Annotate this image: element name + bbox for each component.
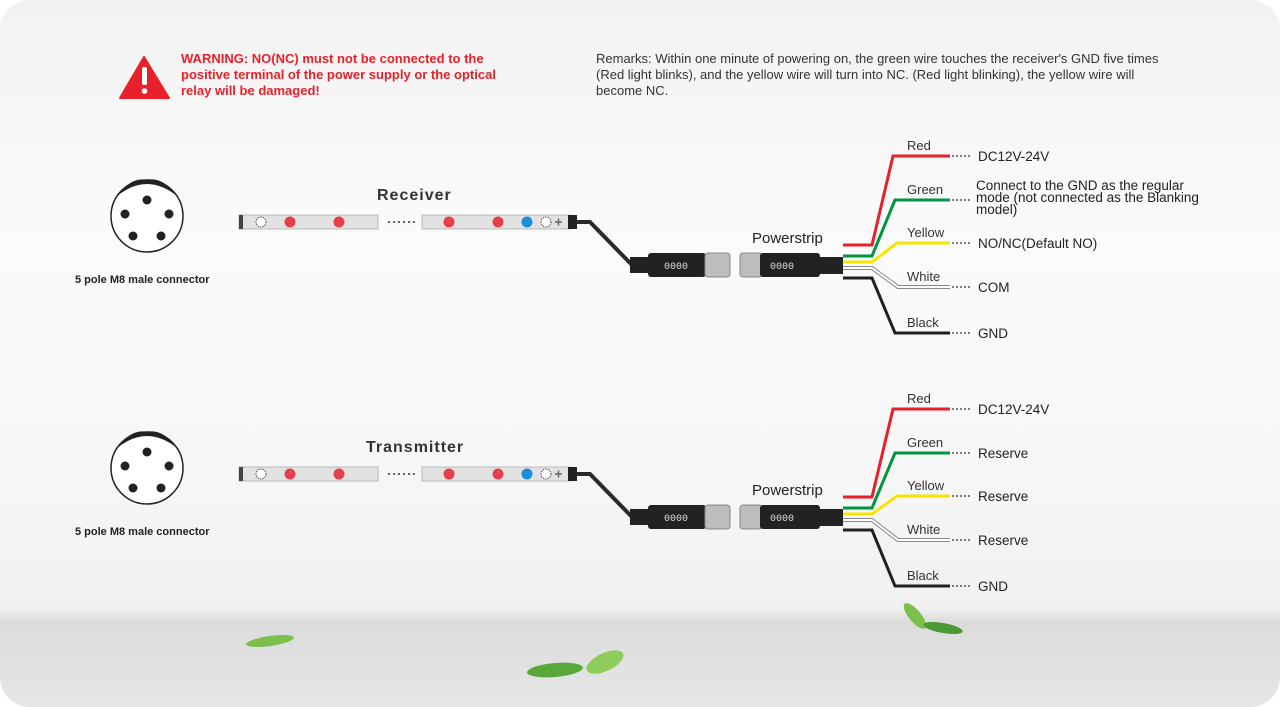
led-indicator <box>521 468 533 480</box>
wire-function-label: NO/NC(Default NO) <box>978 236 1097 251</box>
led-indicator <box>255 468 267 480</box>
warning-text-line: positive terminal of the power supply or… <box>181 67 496 82</box>
warning-triangle-icon <box>119 56 170 99</box>
wire-red: Red DC12V-24V <box>843 138 1049 247</box>
connector-label: 5 pole M8 male connector <box>75 274 210 286</box>
powerstrip-connector: 0000 <box>739 252 843 278</box>
wire-function-label: Reserve <box>978 489 1028 504</box>
wire-color-label: White <box>907 522 940 537</box>
sensor-cable <box>576 220 634 267</box>
led-indicator <box>443 468 455 480</box>
led-indicator <box>492 216 504 228</box>
connector-code: 0000 <box>770 262 794 273</box>
wire-black: Black GND <box>843 528 1008 594</box>
sensor-title: Transmitter <box>366 439 464 456</box>
wire-function-label: DC12V-24V <box>978 402 1049 417</box>
m8-connector-pinout-icon <box>110 179 184 253</box>
wire-function-label: GND <box>978 326 1008 341</box>
powerstrip-label: Powerstrip <box>752 230 823 247</box>
connector-code: 0000 <box>770 514 794 525</box>
m8-connector-pinout-icon <box>110 431 184 505</box>
sensor-cable <box>576 472 634 519</box>
remarks-text-line: (Red light blinks), and the yellow wire … <box>596 67 1134 82</box>
wire-white: White Reserve <box>843 518 1028 548</box>
wire-color-label: Green <box>907 182 943 197</box>
wire-function-label: model) <box>976 202 1017 217</box>
led-indicator <box>540 216 552 228</box>
wire-function-label: mode (not connected as the Blanking <box>976 190 1199 205</box>
wire-function-label: Connect to the GND as the regular <box>976 178 1184 193</box>
wire-color-label: Red <box>907 391 931 406</box>
female-connector: 0000 <box>630 504 731 530</box>
panel-receiver: 5 pole M8 male connector Receiver 0000 0000… <box>75 138 1199 341</box>
powerstrip-label: Powerstrip <box>752 482 823 499</box>
powerstrip-connector: 0000 <box>739 504 843 530</box>
connector-code: 0000 <box>664 514 688 525</box>
panel-transmitter: 5 pole M8 male connector Transmitter 0000 0… <box>75 391 1049 594</box>
led-indicator <box>255 216 267 228</box>
led-indicator <box>284 468 296 480</box>
sensor-title: Receiver <box>377 187 452 204</box>
wire-function-label: Reserve <box>978 446 1028 461</box>
led-indicator <box>521 216 533 228</box>
led-indicator <box>333 468 345 480</box>
warning-text-line: relay will be damaged! <box>181 83 320 98</box>
wire-function-label: DC12V-24V <box>978 149 1049 164</box>
wire-color-label: Yellow <box>907 478 945 493</box>
wire-color-label: Green <box>907 435 943 450</box>
led-indicator <box>540 468 552 480</box>
wire-yellow: Yellow Reserve <box>843 478 1028 516</box>
led-indicator <box>492 468 504 480</box>
led-indicator <box>443 216 455 228</box>
wire-function-label: GND <box>978 579 1008 594</box>
wire-color-label: Black <box>907 315 939 330</box>
wire-yellow: Yellow NO/NC(Default NO) <box>843 225 1097 264</box>
led-indicator <box>333 216 345 228</box>
wire-color-label: Yellow <box>907 225 945 240</box>
wire-green: Green Reserve <box>843 435 1028 510</box>
remarks-text-line: Remarks: Within one minute of powering o… <box>596 51 1159 66</box>
wire-black: Black GND <box>843 276 1008 341</box>
connector-label: 5 pole M8 male connector <box>75 526 210 538</box>
wire-color-label: White <box>907 269 940 284</box>
led-indicator <box>284 216 296 228</box>
wire-green: Green Connect to the GND as the regularmo… <box>843 178 1199 258</box>
remarks-text-line: become NC. <box>596 83 668 98</box>
wire-color-label: Black <box>907 568 939 583</box>
warning-text-line: WARNING: NO(NC) must not be connected to… <box>181 51 484 66</box>
wire-red: Red DC12V-24V <box>843 391 1049 499</box>
leaf-decoration <box>246 603 963 678</box>
wire-color-label: Red <box>907 138 931 153</box>
light-curtain-bar <box>238 214 577 230</box>
connector-code: 0000 <box>664 262 688 273</box>
light-curtain-bar <box>238 466 577 482</box>
wire-function-label: Reserve <box>978 533 1028 548</box>
wire-white: White COM <box>843 266 1010 295</box>
wire-function-label: COM <box>978 280 1010 295</box>
female-connector: 0000 <box>630 252 731 278</box>
